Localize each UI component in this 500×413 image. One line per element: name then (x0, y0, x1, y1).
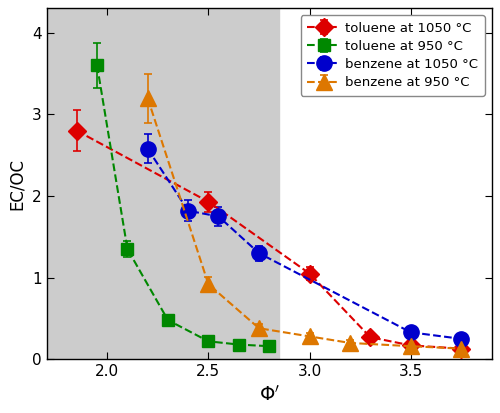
Y-axis label: EC/OC: EC/OC (8, 158, 26, 210)
Bar (46, 8, 279, 359)
X-axis label: $\Phi'$: $\Phi'$ (258, 385, 280, 405)
Legend: toluene at 1050 °C, toluene at 950 °C, benzene at 1050 °C, benzene at 950 °C: toluene at 1050 °C, toluene at 950 °C, b… (300, 15, 485, 96)
